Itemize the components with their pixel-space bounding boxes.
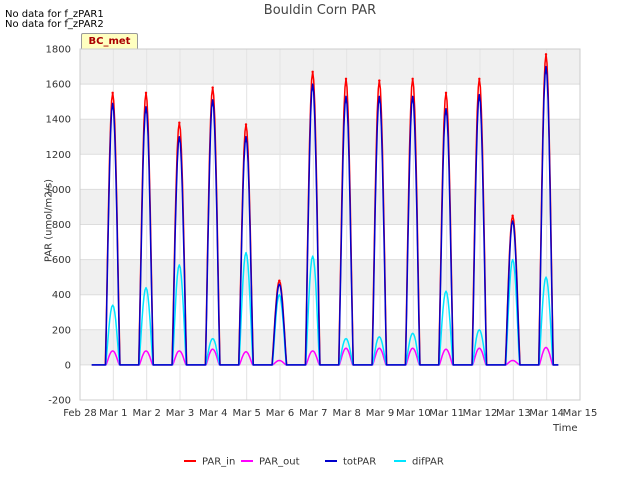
x-tick-label: Mar 12 (463, 408, 498, 419)
y-tick-label: 800 (52, 220, 71, 231)
x-tick-label: Mar 11 (429, 408, 464, 419)
x-tick-label: Mar 6 (266, 408, 294, 419)
y-tick-label: 1800 (46, 45, 71, 56)
chart-title: Bouldin Corn PAR (263, 3, 377, 18)
par-in-peak-point (378, 79, 381, 82)
x-tick-label: Feb 28 (63, 408, 97, 419)
par-in-peak-point (544, 53, 548, 56)
y-tick-label: 0 (65, 360, 71, 371)
series-line-totpar (91, 65, 559, 366)
par-in-peak-point (444, 91, 448, 95)
y-tick-label: 1400 (46, 115, 71, 126)
par-in-peak-point (311, 70, 314, 74)
x-tick-label: Mar 14 (529, 408, 564, 419)
x-tick-label: Mar 4 (199, 408, 227, 419)
x-tick-label: Mar 15 (563, 408, 598, 419)
y-tick-label: 400 (52, 290, 71, 301)
par-in-peak-point (511, 214, 514, 217)
grid-band (80, 259, 580, 295)
x-tick-label: Mar 5 (232, 408, 260, 419)
grid-band (80, 49, 580, 85)
par-in-peak-point (411, 77, 414, 81)
par-in-peak-point (144, 91, 148, 95)
legend-label-difpar: difPAR (412, 457, 444, 468)
par-in-peak-point (344, 77, 348, 81)
x-axis-label: Time (553, 423, 578, 434)
y-tick-label: 200 (52, 325, 71, 336)
no-data-notice-2: No data for f_zPAR2 (5, 19, 104, 30)
y-tick-label: 600 (52, 255, 71, 266)
x-tick-label: Mar 13 (496, 408, 531, 419)
par-in-peak-point (244, 123, 248, 126)
x-tick-label: Mar 10 (396, 408, 431, 419)
grid-band (80, 189, 580, 225)
par-in-peak-point (211, 86, 214, 89)
x-tick-label: Mar 1 (99, 408, 127, 419)
y-tick-label: 1000 (46, 185, 71, 196)
x-tick-label: Mar 3 (166, 408, 194, 419)
x-tick-label: Mar 2 (132, 408, 160, 419)
y-tick-label: 1200 (46, 150, 71, 161)
x-tick-label: Mar 7 (299, 408, 327, 419)
legend-label-totpar: totPAR (343, 457, 376, 468)
legend-label-par-out: PAR_out (259, 457, 300, 468)
site-badge: BC_met (81, 33, 138, 51)
plot-frame (79, 48, 581, 401)
x-tick-label: Mar 9 (366, 408, 394, 419)
grid-band (80, 329, 580, 365)
par-in-peak-point (478, 77, 481, 81)
par-in-peak-point (178, 121, 181, 124)
par-in-peak-point (111, 91, 114, 95)
x-tick-label: Mar 8 (332, 408, 360, 419)
y-tick-label: 1600 (46, 80, 71, 91)
par-in-peak-point (278, 279, 281, 282)
legend-label-par-in: PAR_in (202, 457, 235, 468)
y-tick-label: -200 (48, 396, 71, 407)
grid-band (80, 119, 580, 155)
no-data-notice-1: No data for f_zPAR1 (5, 9, 104, 20)
